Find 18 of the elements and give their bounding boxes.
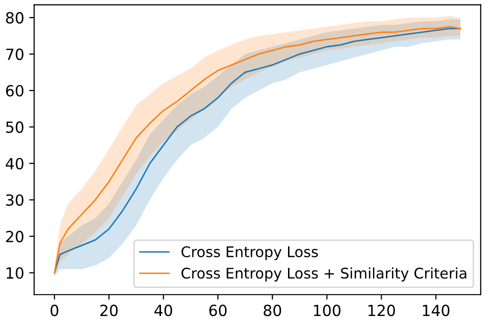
x-tick-label: 40 [154, 304, 172, 316]
x-tick-label: 60 [209, 304, 227, 316]
y-tick-label: 30 [6, 194, 24, 206]
y-tick-label: 60 [6, 84, 24, 97]
y-tick-label: 20 [6, 230, 24, 242]
y-tick-label: 70 [6, 48, 24, 60]
x-tick-label: 0 [50, 304, 58, 316]
legend-label: Cross Entropy Loss [182, 246, 318, 260]
x-tick-label: 20 [100, 304, 118, 316]
y-tick-label: 50 [6, 121, 24, 133]
legend-label: Cross Entropy Loss + Similarity Criteria [182, 267, 466, 282]
y-tick-label: 10 [6, 267, 24, 279]
x-tick-label: 80 [264, 304, 282, 316]
x-tick-label: 140 [422, 304, 450, 316]
y-tick-label: 40 [6, 158, 24, 170]
y-tick-label: 80 [6, 12, 24, 24]
x-tick-label: 120 [368, 304, 395, 316]
x-tick-label: 100 [314, 304, 340, 316]
